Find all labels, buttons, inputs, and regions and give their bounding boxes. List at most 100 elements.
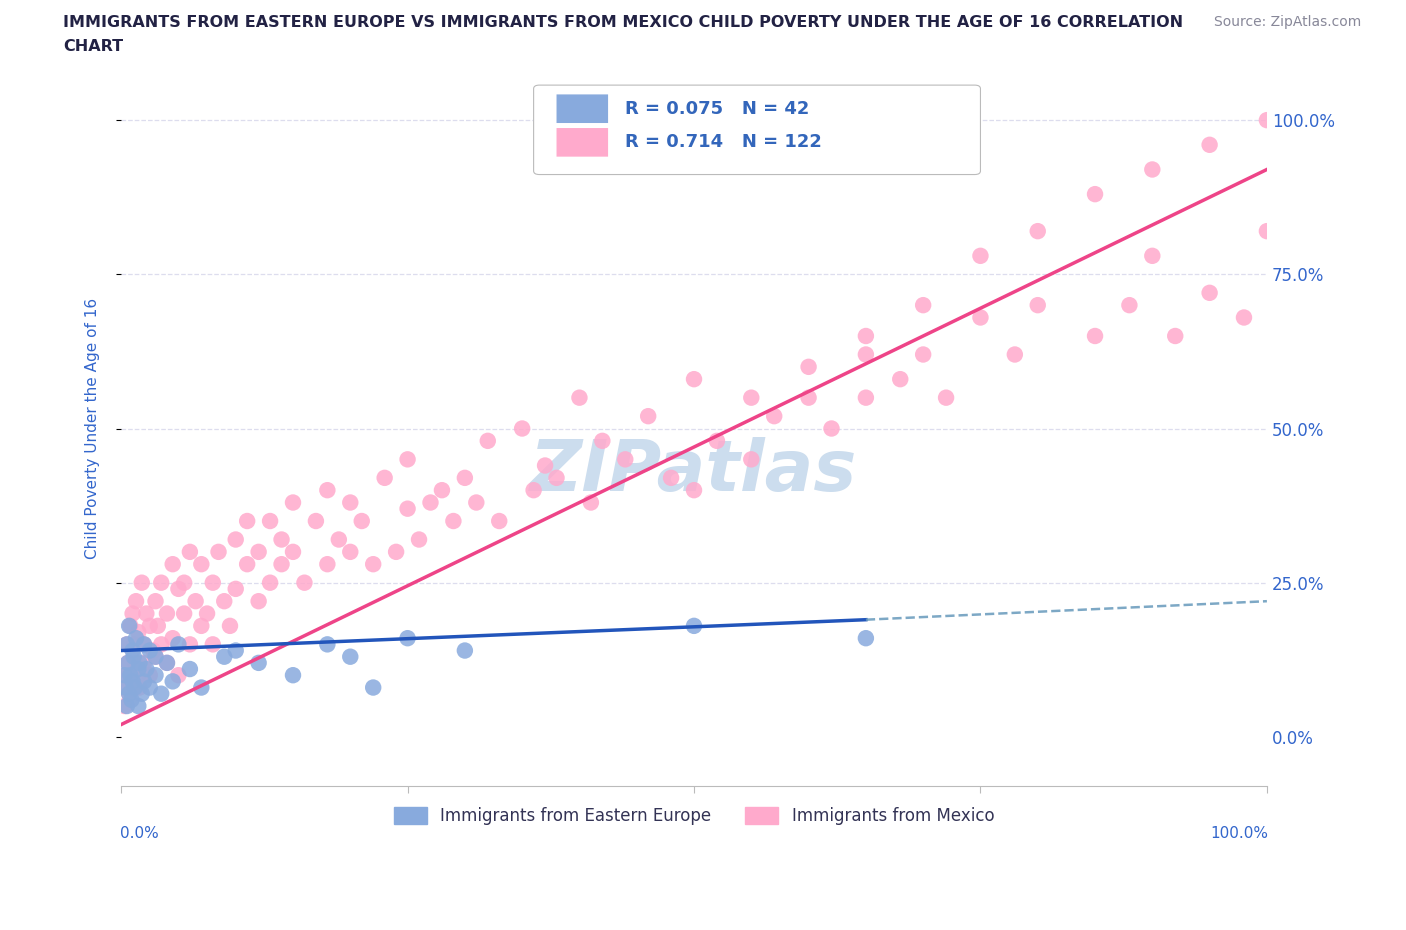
- Point: [361, 557, 384, 572]
- Point: [1084, 328, 1107, 343]
- Point: [1164, 328, 1187, 343]
- Point: [132, 656, 155, 671]
- Point: [236, 513, 259, 528]
- Point: [120, 618, 142, 633]
- Point: [122, 649, 145, 664]
- Point: [179, 661, 201, 676]
- Point: [1142, 248, 1164, 263]
- Point: [131, 576, 153, 591]
- Point: [683, 483, 706, 498]
- Point: [173, 606, 195, 621]
- Point: [1118, 298, 1140, 312]
- Point: [454, 471, 477, 485]
- Point: [281, 668, 304, 683]
- Point: [659, 471, 682, 485]
- Point: [1026, 224, 1049, 239]
- Point: [488, 513, 510, 528]
- Point: [385, 544, 408, 559]
- Point: [225, 532, 247, 547]
- Legend: Immigrants from Eastern Europe, Immigrants from Mexico: Immigrants from Eastern Europe, Immigran…: [387, 800, 1001, 831]
- FancyBboxPatch shape: [534, 86, 980, 175]
- Point: [190, 557, 212, 572]
- Point: [127, 625, 149, 640]
- Point: [115, 637, 138, 652]
- Point: [184, 593, 207, 608]
- Text: CHART: CHART: [63, 39, 124, 54]
- Point: [912, 347, 935, 362]
- Point: [236, 557, 259, 572]
- Point: [128, 656, 150, 671]
- Point: [316, 557, 339, 572]
- Point: [150, 686, 173, 701]
- Point: [259, 513, 281, 528]
- Point: [270, 532, 292, 547]
- Text: 100.0%: 100.0%: [1211, 826, 1268, 841]
- Text: R = 0.075   N = 42: R = 0.075 N = 42: [626, 100, 810, 118]
- Point: [179, 637, 201, 652]
- Point: [339, 649, 361, 664]
- Point: [1256, 224, 1278, 239]
- Point: [115, 680, 138, 695]
- Point: [142, 643, 165, 658]
- Point: [114, 680, 136, 695]
- Point: [441, 513, 464, 528]
- Point: [763, 408, 786, 423]
- Point: [1198, 286, 1220, 300]
- Point: [118, 686, 141, 701]
- Point: [212, 649, 235, 664]
- Point: [225, 643, 247, 658]
- Text: ZIPatlas: ZIPatlas: [530, 437, 858, 506]
- Point: [1142, 162, 1164, 177]
- Point: [145, 649, 167, 664]
- Text: R = 0.714   N = 122: R = 0.714 N = 122: [626, 133, 823, 152]
- Point: [683, 618, 706, 633]
- Point: [247, 593, 270, 608]
- Point: [396, 452, 419, 467]
- Point: [115, 698, 138, 713]
- Point: [114, 668, 136, 683]
- Point: [179, 544, 201, 559]
- Point: [195, 606, 218, 621]
- Point: [118, 618, 141, 633]
- Point: [127, 698, 149, 713]
- Point: [969, 310, 991, 325]
- Point: [127, 661, 149, 676]
- Point: [219, 618, 242, 633]
- Point: [614, 452, 637, 467]
- Point: [156, 656, 179, 671]
- Point: [124, 680, 146, 695]
- Point: [117, 656, 139, 671]
- Point: [132, 637, 155, 652]
- Point: [146, 618, 169, 633]
- Point: [162, 674, 184, 689]
- Point: [156, 656, 179, 671]
- Point: [127, 668, 149, 683]
- Point: [740, 391, 762, 405]
- Point: [114, 668, 136, 683]
- Point: [121, 643, 143, 658]
- Point: [361, 680, 384, 695]
- Point: [350, 513, 373, 528]
- Point: [139, 668, 162, 683]
- Point: [121, 674, 143, 689]
- Point: [396, 501, 419, 516]
- Point: [212, 593, 235, 608]
- Point: [125, 631, 148, 645]
- Point: [1026, 298, 1049, 312]
- Point: [820, 421, 842, 436]
- Point: [145, 649, 167, 664]
- Point: [139, 618, 162, 633]
- FancyBboxPatch shape: [557, 95, 607, 123]
- Point: [637, 408, 659, 423]
- Point: [139, 643, 162, 658]
- Point: [167, 668, 190, 683]
- Point: [167, 637, 190, 652]
- Point: [396, 631, 419, 645]
- Point: [124, 656, 146, 671]
- Point: [120, 668, 142, 683]
- Point: [579, 495, 602, 510]
- Point: [122, 637, 145, 652]
- Text: Source: ZipAtlas.com: Source: ZipAtlas.com: [1213, 15, 1361, 29]
- Point: [935, 391, 957, 405]
- Point: [454, 643, 477, 658]
